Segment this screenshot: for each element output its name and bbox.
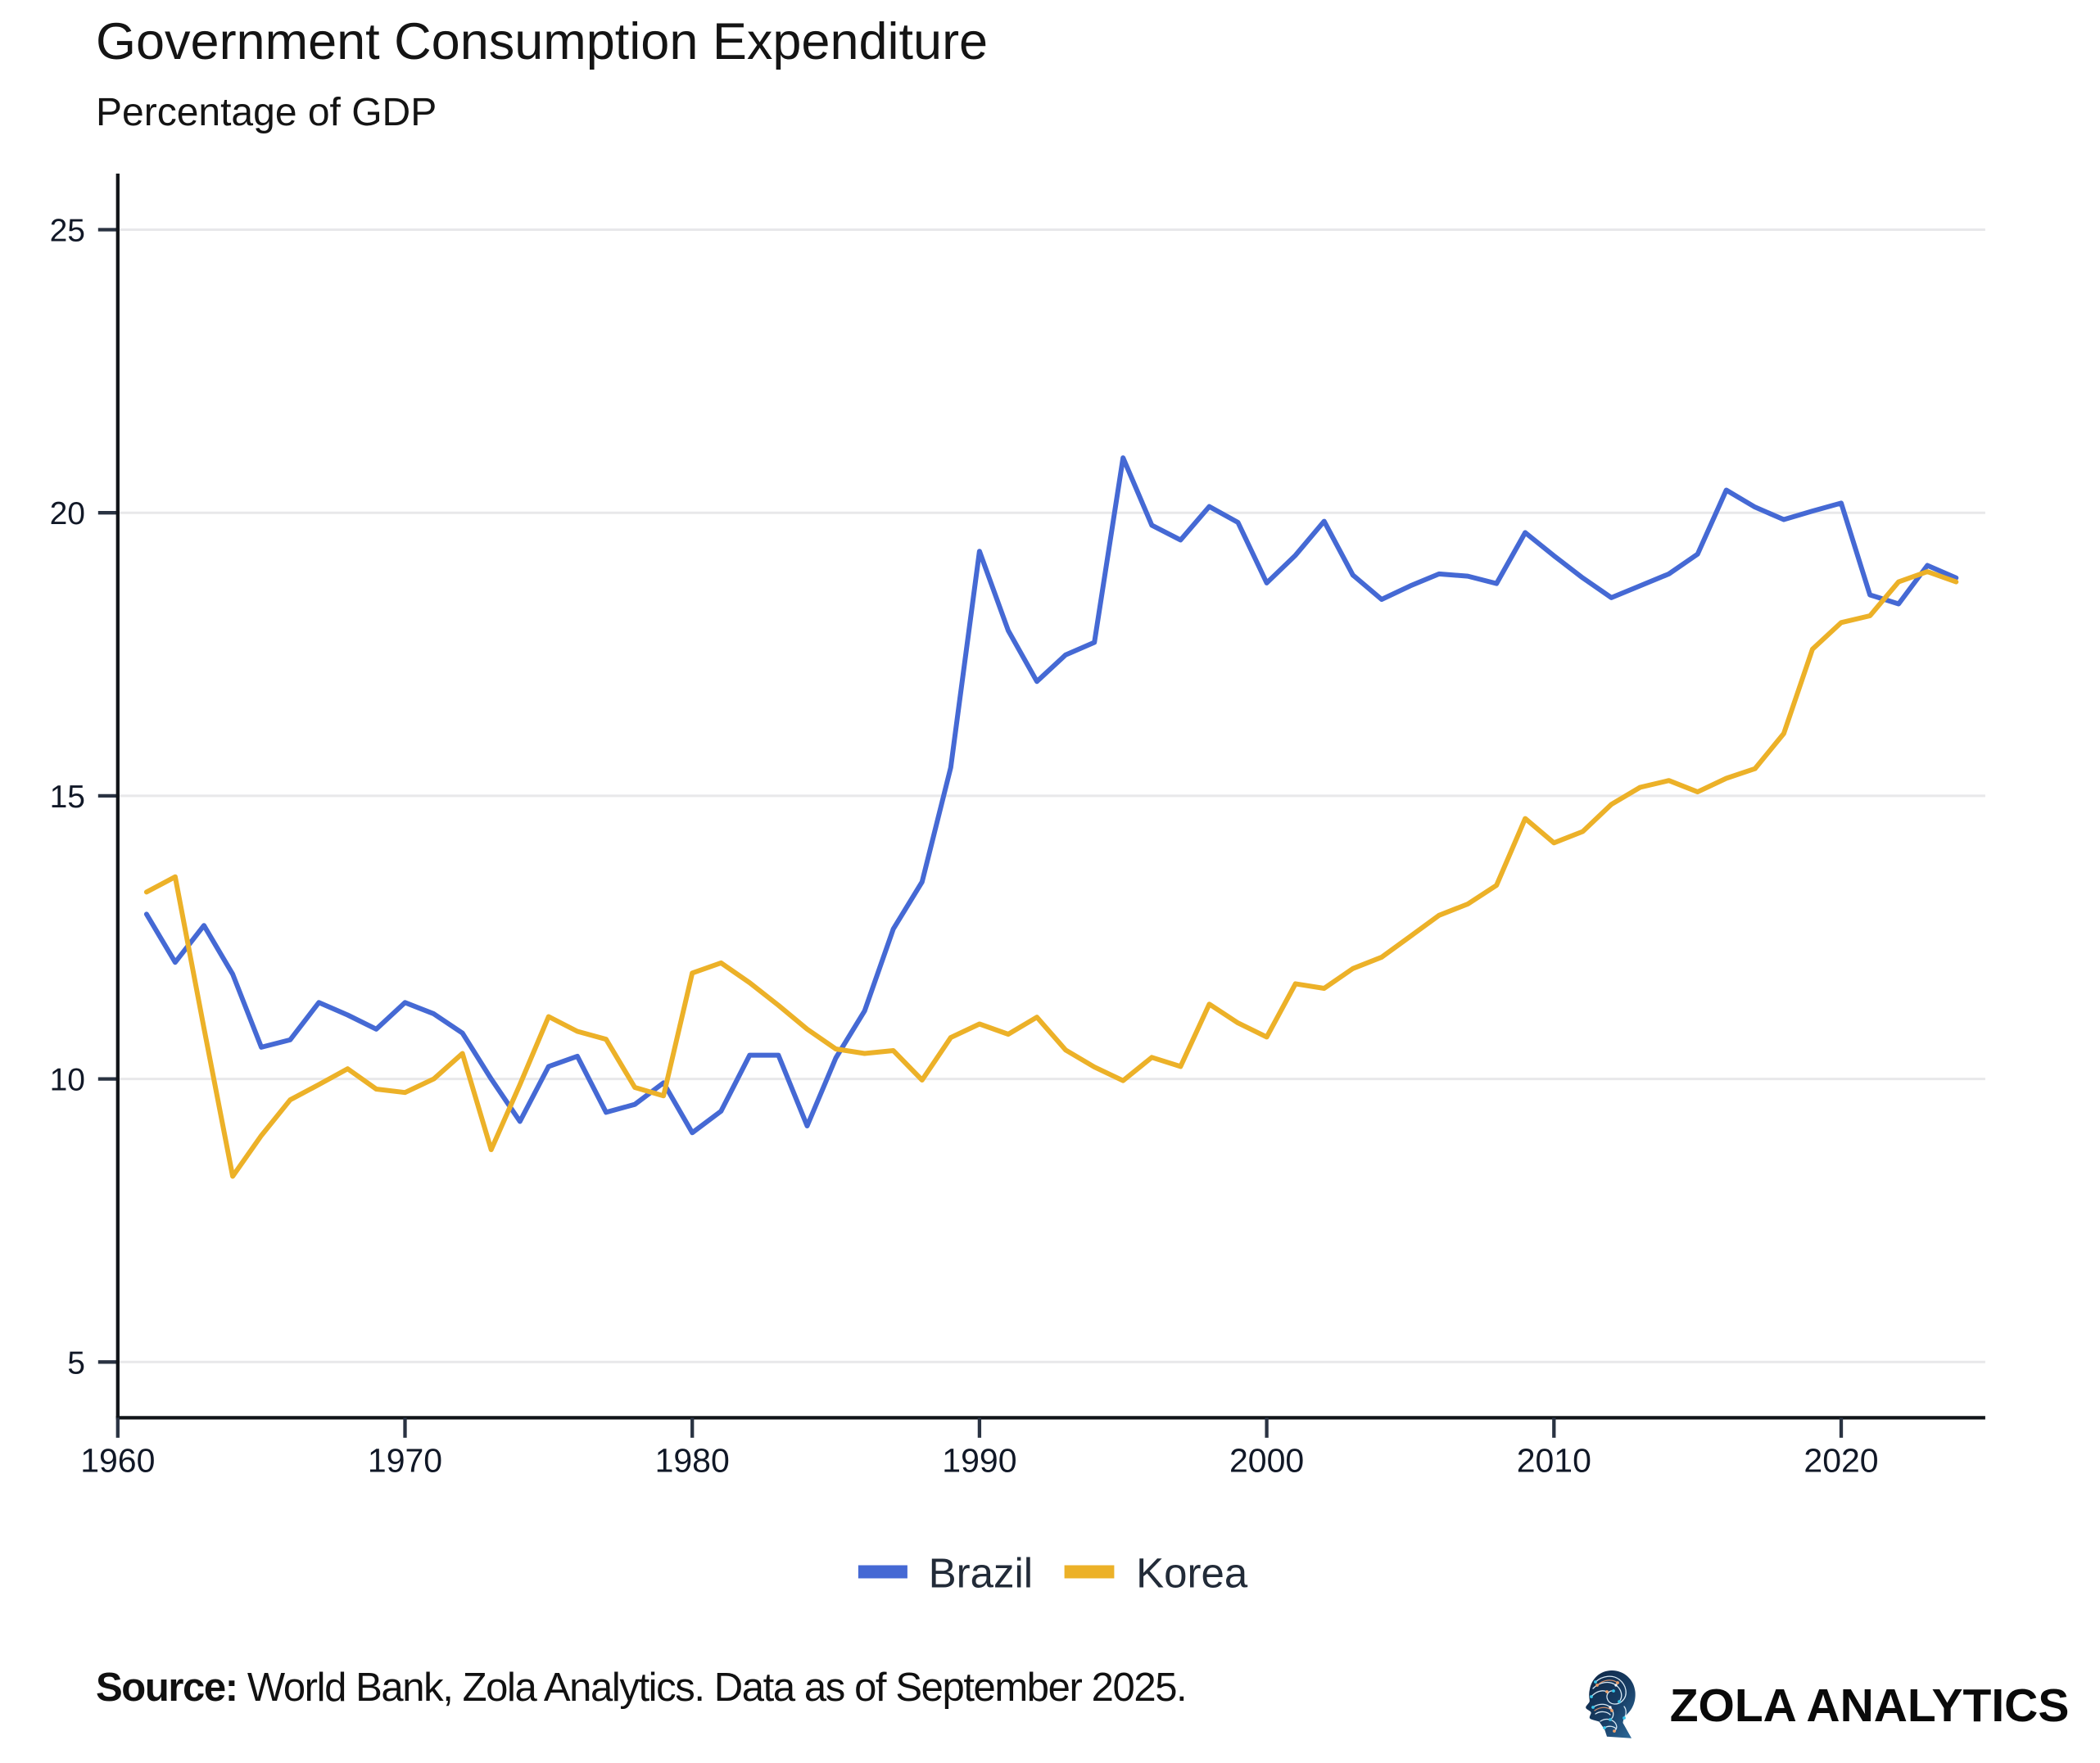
svg-text:1980: 1980: [655, 1442, 730, 1480]
svg-text:2000: 2000: [1229, 1442, 1304, 1480]
svg-text:10: 10: [50, 1063, 85, 1098]
svg-text:15: 15: [50, 780, 85, 815]
svg-text:Percentage of GDP: Percentage of GDP: [96, 91, 437, 134]
svg-text:25: 25: [50, 214, 85, 249]
svg-text:Source: World Bank, Zola Analy: Source: World Bank, Zola Analytics. Data…: [96, 1666, 1186, 1710]
svg-text:Korea: Korea: [1136, 1550, 1248, 1597]
svg-text:1990: 1990: [942, 1442, 1016, 1480]
svg-text:ZOLA ANALYTICS: ZOLA ANALYTICS: [1670, 1679, 2070, 1732]
svg-text:1970: 1970: [368, 1442, 442, 1480]
svg-text:20: 20: [50, 496, 85, 531]
svg-text:2010: 2010: [1517, 1442, 1591, 1480]
svg-text:Government Consumption Expendi: Government Consumption Expenditure: [96, 13, 988, 70]
svg-text:5: 5: [67, 1345, 85, 1381]
svg-text:2020: 2020: [1804, 1442, 1878, 1480]
svg-text:1960: 1960: [80, 1442, 155, 1480]
svg-text:Brazil: Brazil: [929, 1550, 1034, 1597]
